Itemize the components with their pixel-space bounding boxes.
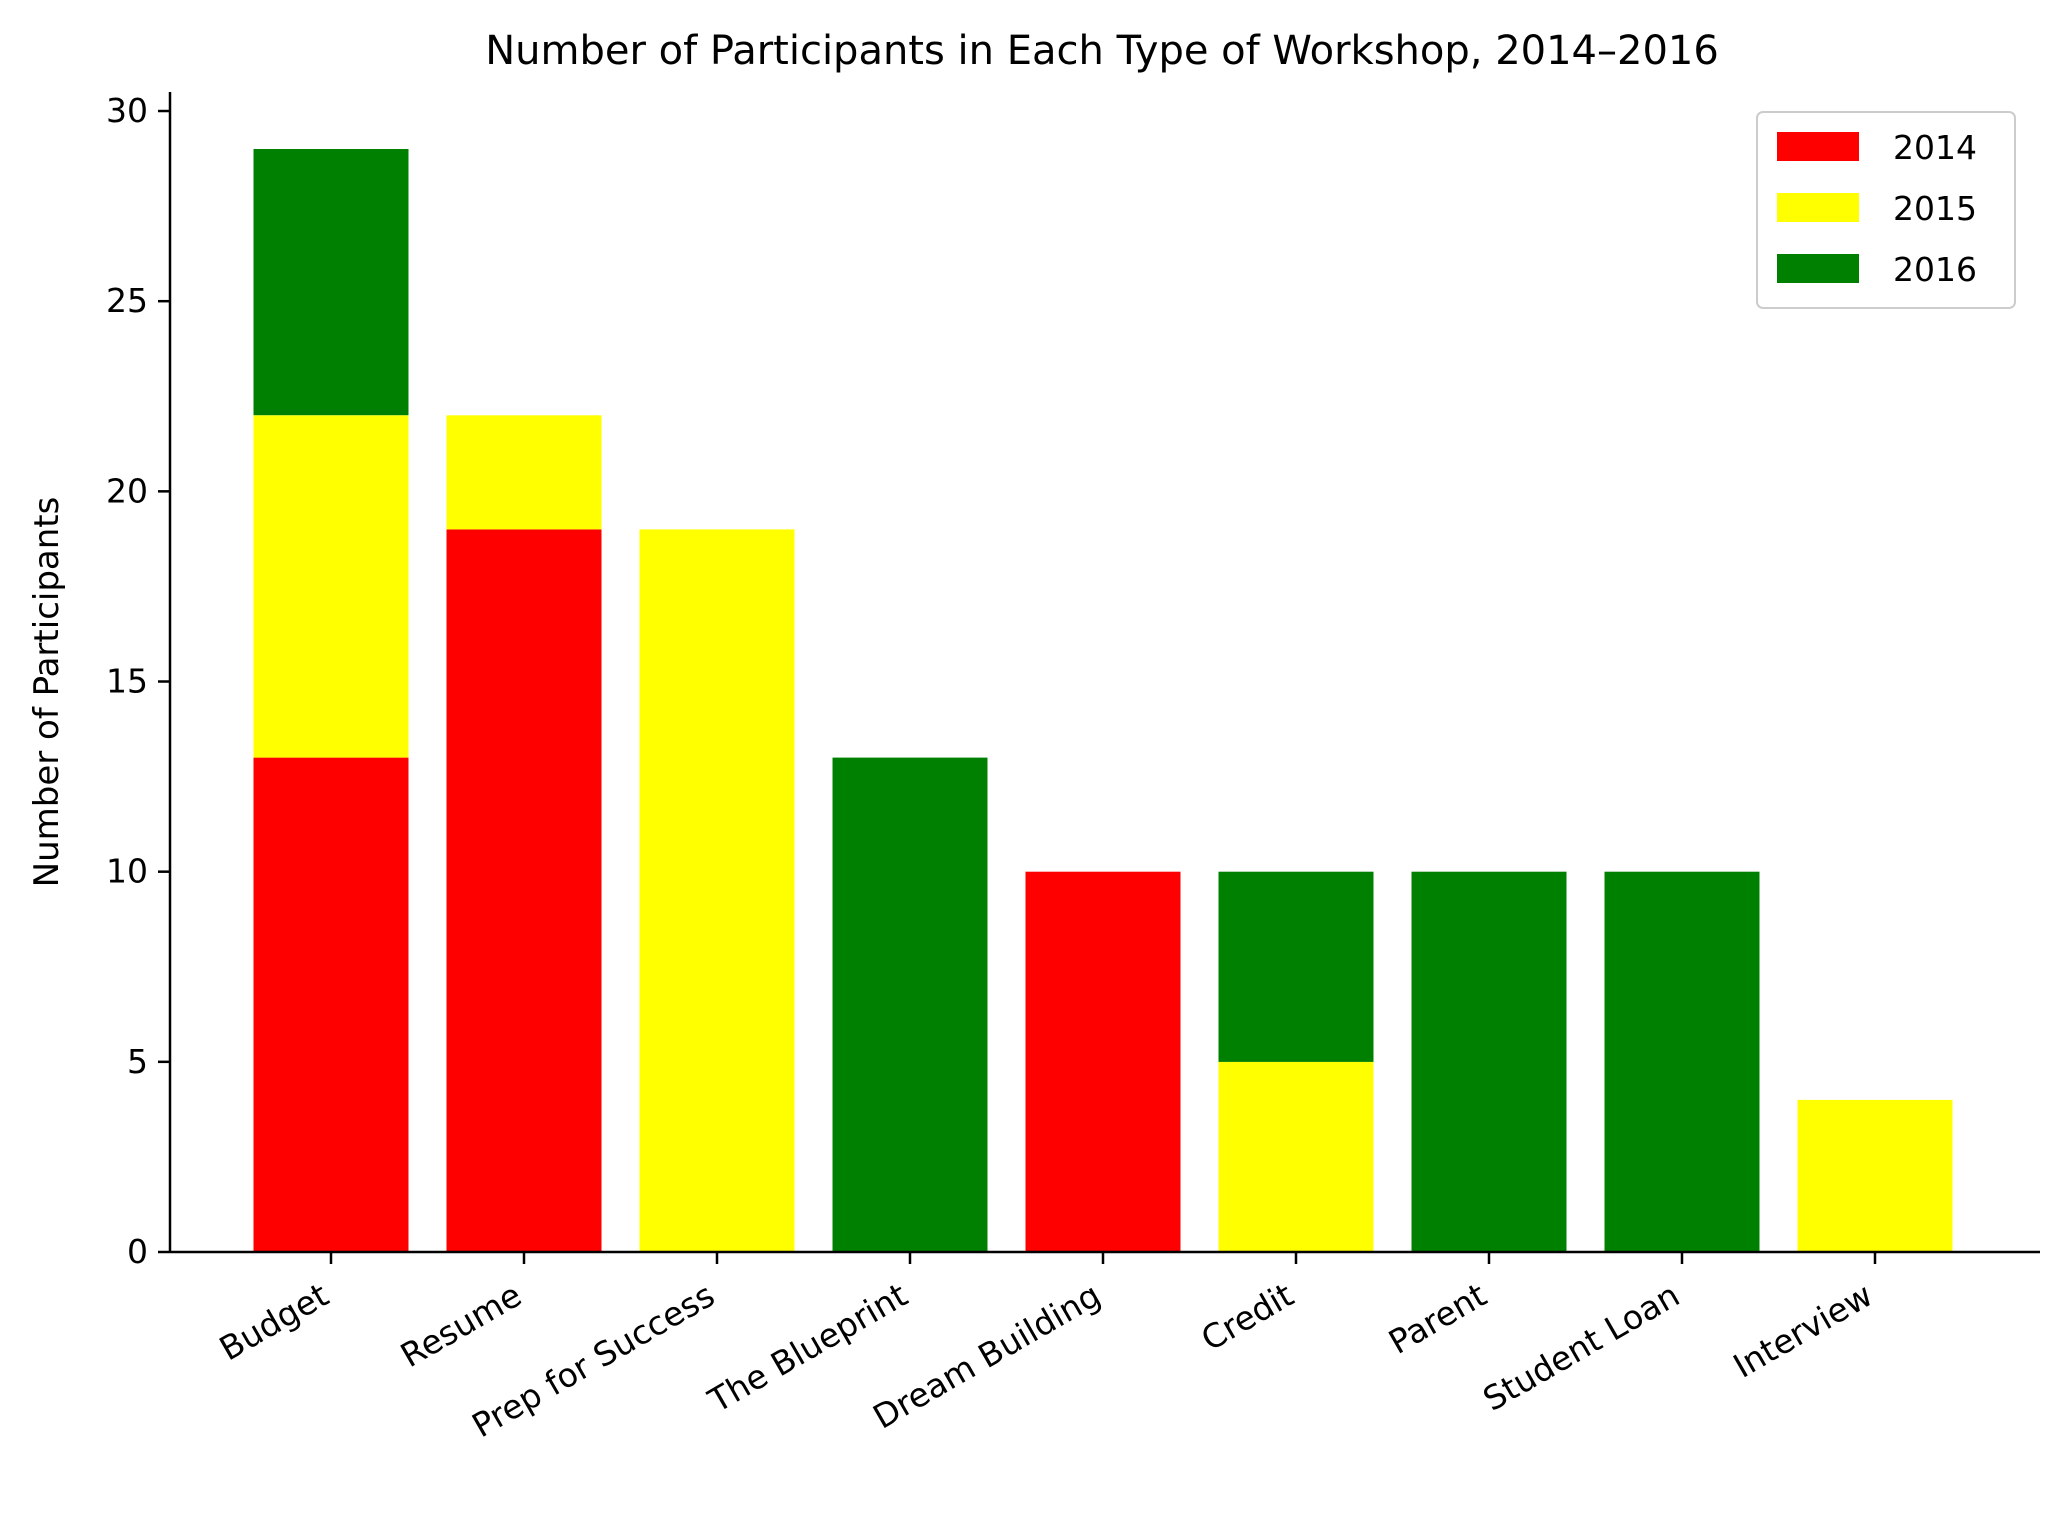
x-tick-label: Parent <box>1382 1275 1493 1362</box>
legend-swatch-2015 <box>1777 193 1859 222</box>
y-axis-label: Number of Participants <box>27 497 67 888</box>
bar-budget-2016 <box>253 149 409 416</box>
legend-label-2015: 2015 <box>1893 189 1977 228</box>
x-tick-label: Budget <box>213 1275 335 1368</box>
bar-interview-2015 <box>1797 1099 1953 1252</box>
legend-label-2016: 2016 <box>1893 250 1977 289</box>
y-tick-label: 30 <box>106 91 148 130</box>
y-tick-label: 25 <box>106 281 148 320</box>
y-tick-label: 10 <box>106 852 148 891</box>
x-tick-label: Interview <box>1727 1275 1879 1386</box>
bar-credit-2016 <box>1218 871 1374 1062</box>
x-tick-label: Resume <box>394 1275 528 1375</box>
bar-the-blueprint-2016 <box>832 757 988 1252</box>
bar-prep-for-success-2015 <box>639 529 795 1252</box>
bars-layer <box>253 149 1953 1252</box>
bar-budget-2015 <box>253 415 409 758</box>
x-tick-label: Credit <box>1195 1275 1300 1358</box>
bar-parent-2016 <box>1411 871 1567 1252</box>
bar-student-loan-2016 <box>1604 871 1760 1252</box>
bar-dream-building-2014 <box>1025 871 1181 1252</box>
chart-title: Number of Participants in Each Type of W… <box>485 28 1719 74</box>
legend-swatch-2014 <box>1777 132 1859 161</box>
legend-swatch-2016 <box>1777 254 1859 283</box>
y-tick-label: 5 <box>127 1042 148 1081</box>
y-tick-label: 20 <box>106 471 148 510</box>
bar-credit-2015 <box>1218 1061 1374 1252</box>
bar-resume-2014 <box>446 529 602 1252</box>
x-tick-label: Student Loan <box>1476 1275 1686 1419</box>
y-tick-label: 15 <box>106 662 148 701</box>
bar-budget-2014 <box>253 757 409 1252</box>
legend-label-2014: 2014 <box>1893 128 1977 167</box>
y-tick-label: 0 <box>127 1232 148 1271</box>
bar-resume-2015 <box>446 415 602 530</box>
legend: 2014 2015 2016 <box>1756 111 2016 309</box>
